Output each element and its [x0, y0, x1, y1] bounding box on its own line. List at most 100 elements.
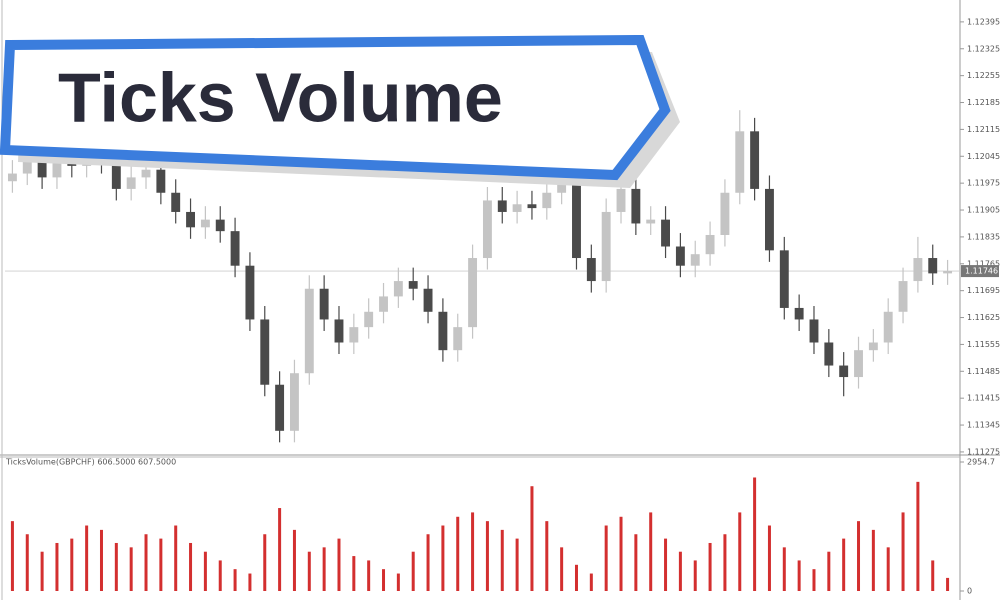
volume-bar — [842, 538, 846, 591]
volume-bar — [456, 516, 460, 591]
volume-bar — [916, 481, 920, 591]
volume-bar — [738, 512, 742, 591]
volume-bar — [218, 560, 222, 591]
volume-bar — [99, 529, 103, 591]
volume-bar — [307, 551, 311, 591]
y-tick-label: 2954.7 — [967, 458, 995, 467]
y-tick-label: 1.11975 — [967, 179, 1000, 188]
volume-bar — [411, 551, 415, 591]
candle-body — [52, 150, 62, 178]
candle-body — [542, 192, 552, 209]
candle-body — [824, 342, 834, 366]
candle-body — [379, 296, 388, 312]
candle-body — [453, 327, 463, 351]
candle-body — [557, 181, 567, 193]
candle-body — [468, 258, 478, 328]
candle-body — [898, 281, 908, 312]
candle-body — [304, 288, 314, 374]
volume-bar — [278, 508, 282, 591]
candle-body — [37, 154, 47, 178]
volume-bar — [500, 529, 504, 591]
volume-bar — [634, 534, 638, 591]
volume-bar — [10, 521, 14, 591]
y-tick-label: 1.11765 — [967, 259, 1000, 268]
candle-body — [364, 311, 374, 328]
candle-body — [393, 281, 403, 297]
volume-bar — [530, 486, 534, 591]
banner-title: Ticks Volume — [58, 58, 503, 136]
candle-body — [7, 173, 17, 182]
candle-body — [230, 231, 240, 266]
volume-bar — [871, 529, 875, 591]
candle-body — [586, 258, 596, 282]
volume-bar — [25, 534, 29, 591]
y-tick-label: 1.12185 — [967, 98, 1000, 107]
y-tick-label: 1.11555 — [967, 340, 1000, 349]
current-price-box — [961, 265, 999, 278]
volume-bar — [159, 538, 163, 591]
volume-bar — [619, 516, 623, 591]
volume-bar — [664, 538, 668, 591]
candle-body — [809, 319, 819, 343]
volume-bar — [827, 551, 831, 591]
candle-body — [22, 154, 32, 174]
y-tick-label: 1.11275 — [967, 447, 1000, 456]
volume-bar — [886, 547, 890, 591]
y-tick-label: 1.11625 — [967, 313, 1000, 322]
volume-bar — [189, 542, 193, 591]
candle-body — [290, 373, 299, 431]
candle-body — [497, 200, 507, 212]
candle-body — [319, 288, 329, 320]
candle-body — [765, 188, 774, 251]
volume-bar — [901, 512, 905, 591]
volume-bar — [797, 560, 801, 591]
candle-body — [601, 211, 611, 282]
volume-bar — [203, 551, 207, 591]
volume-bar — [40, 551, 44, 591]
volume-bar — [931, 560, 935, 591]
candle-body — [913, 258, 923, 282]
volume-bar — [263, 534, 267, 591]
volume-bar — [946, 577, 950, 591]
candle-body — [156, 169, 166, 193]
candle-body — [854, 350, 863, 378]
y-tick-label: 1.11415 — [967, 394, 1000, 403]
volume-bar — [767, 525, 771, 591]
volume-bar — [396, 573, 400, 591]
candle-body — [883, 311, 893, 343]
candle-body — [646, 219, 656, 224]
volume-bar — [604, 525, 608, 591]
candle-body — [438, 311, 448, 351]
volume-bar — [471, 512, 475, 591]
candle-body — [260, 319, 270, 385]
candle-body — [868, 342, 878, 351]
banner: Ticks Volume — [0, 34, 680, 188]
volume-bar — [678, 551, 682, 591]
candle-body — [408, 281, 418, 289]
volume-bar — [782, 547, 786, 591]
volume-bar — [85, 525, 89, 591]
candle-body — [171, 192, 181, 212]
volume-bar — [233, 569, 237, 591]
candle-body — [839, 365, 849, 378]
candle-body — [572, 181, 581, 259]
candle-body — [779, 250, 789, 308]
volume-bar — [753, 477, 757, 591]
candle-body — [631, 188, 641, 224]
current-price-label: 1.11746 — [965, 267, 998, 276]
candle-body — [512, 204, 522, 212]
volume-bar — [322, 547, 326, 591]
candle-body — [275, 384, 285, 431]
volume-bar — [367, 560, 371, 591]
candle-body — [482, 200, 492, 259]
volume-bar — [649, 512, 653, 591]
volume-bar — [589, 573, 593, 591]
volume-bar — [382, 569, 386, 591]
candle-body — [349, 327, 359, 343]
volume-bar — [129, 547, 133, 591]
volume-bar — [693, 560, 697, 591]
candle-body — [616, 188, 626, 212]
volume-bar — [248, 573, 252, 591]
volume-bar — [545, 521, 549, 591]
y-tick-label: 1.12255 — [967, 71, 1000, 80]
